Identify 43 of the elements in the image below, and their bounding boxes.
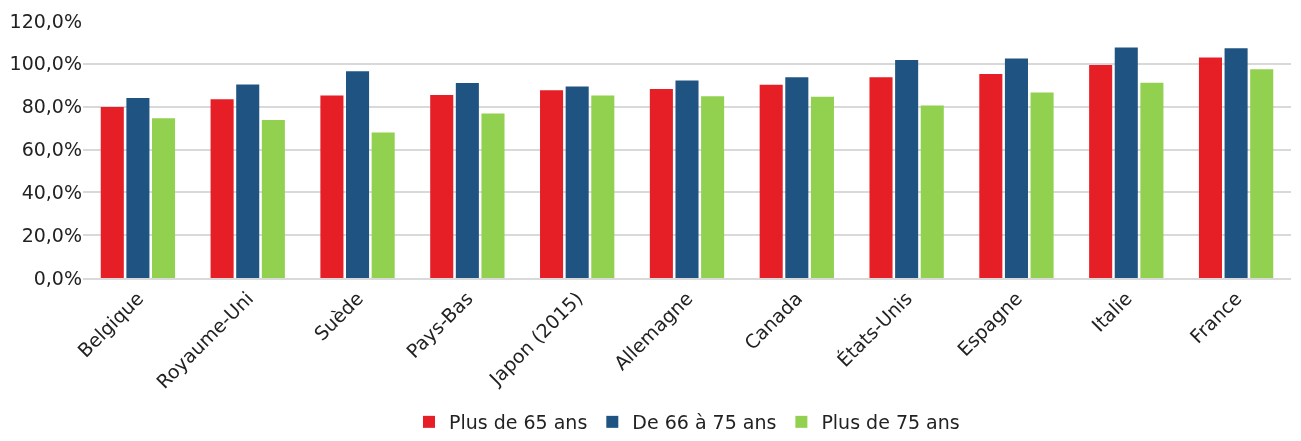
y-tick-label: 60,0% — [21, 138, 82, 161]
bar — [152, 118, 176, 278]
bar — [320, 95, 344, 278]
bar — [1250, 69, 1274, 278]
y-tick-label: 100,0% — [9, 52, 82, 75]
bar — [675, 80, 699, 278]
y-tick-label: 80,0% — [21, 95, 82, 118]
bar — [591, 95, 615, 278]
bar — [1140, 82, 1164, 278]
bar — [1114, 47, 1138, 278]
bar — [236, 84, 260, 278]
bar — [565, 86, 589, 278]
bar — [210, 99, 234, 278]
bar — [346, 71, 370, 278]
y-tick-label: 0,0% — [33, 266, 82, 289]
bar — [810, 96, 834, 278]
bar — [1198, 57, 1222, 278]
bar — [649, 89, 673, 278]
bar — [430, 95, 454, 278]
legend-label: Plus de 65 ans — [449, 411, 588, 434]
bar — [869, 77, 893, 278]
bar — [1089, 64, 1113, 278]
bar — [920, 105, 944, 278]
y-tick-label: 40,0% — [21, 180, 82, 203]
bar — [540, 90, 564, 278]
bar — [1224, 48, 1248, 278]
bar — [100, 107, 124, 278]
bar — [979, 74, 1003, 278]
y-tick-label: 20,0% — [21, 223, 82, 246]
bar — [759, 84, 783, 278]
legend-label: Plus de 75 ans — [821, 411, 960, 434]
bar — [481, 113, 505, 278]
bar — [895, 59, 919, 278]
y-tick-label: 120,0% — [9, 9, 82, 32]
bar — [785, 77, 809, 278]
bar — [1004, 58, 1028, 278]
bar — [701, 96, 725, 278]
bar — [261, 119, 285, 278]
bar — [371, 132, 395, 278]
bar — [1030, 92, 1054, 278]
legend-label: De 66 à 75 ans — [632, 411, 777, 434]
bar — [455, 82, 479, 278]
bar — [126, 98, 150, 278]
